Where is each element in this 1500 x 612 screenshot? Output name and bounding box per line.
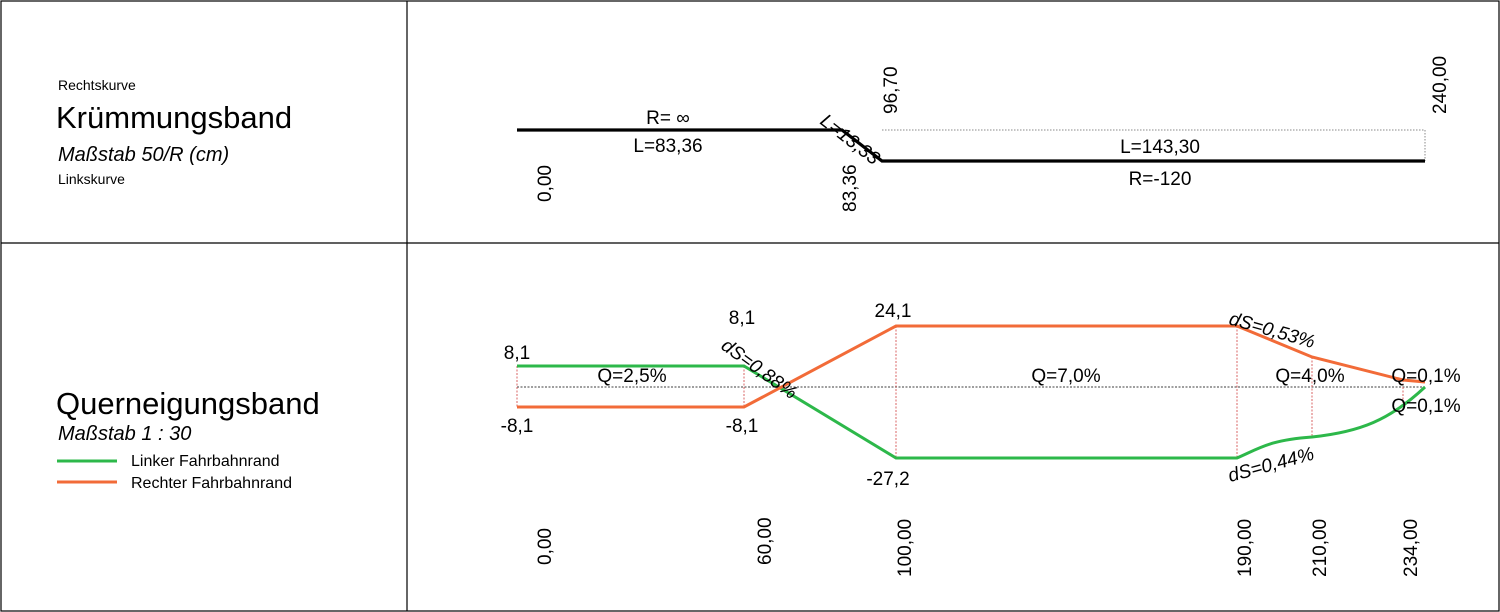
crossfall-band-title: Querneigungsband (56, 386, 320, 421)
segment1-radius: R= ∞ (646, 108, 690, 129)
legend-right-edge-label: Rechter Fahrbahnrand (131, 475, 292, 492)
curvature-station-1: 83,36 (840, 164, 861, 212)
crossfall-q4: Q=0,1% (1391, 366, 1460, 387)
crossfall-station-210: 210,00 (1310, 519, 1331, 577)
crossfall-q3: Q=4,0% (1275, 366, 1344, 387)
curvature-station-2: 96,70 (881, 66, 902, 114)
curvature-diagram: R= ∞ L=83,36 L=13,33 L=143,30 R=-120 0,0… (517, 56, 1451, 212)
left-edge-value-60: -8,1 (726, 416, 759, 437)
left-edge-value-0: 8,1 (504, 343, 530, 364)
crossfall-scale: Maßstab 1 : 30 (58, 423, 191, 445)
crossfall-station-60: 60,00 (755, 517, 776, 565)
curvature-station-0: 0,00 (535, 165, 556, 202)
curvature-station-3: 240,00 (1430, 56, 1451, 114)
crossfall-q5: Q=0,1% (1391, 396, 1460, 417)
crossfall-station-190: 190,00 (1235, 519, 1256, 577)
curvature-band-title: Krümmungsband (56, 100, 292, 135)
crossfall-q2: Q=7,0% (1031, 366, 1100, 387)
right-curve-label: Rechtskurve (58, 77, 136, 93)
right-edge-value-60: 8,1 (729, 308, 755, 329)
right-edge-line (517, 324, 1426, 409)
crossfall-diagram: 8,1 -8,1 8,1 -8,1 24,1 -27,2 Q=2,5% Q=7,… (501, 301, 1461, 577)
crossfall-station-0: 0,00 (535, 528, 556, 565)
segment1-length: L=83,36 (633, 136, 702, 157)
left-curve-label: Linkskurve (58, 171, 125, 187)
left-edge-line (517, 364, 1427, 460)
right-edge-value-0: -8,1 (501, 416, 534, 437)
crossfall-q1: Q=2,5% (597, 366, 666, 387)
segment3-length: L=143,30 (1120, 137, 1200, 158)
crossfall-station-234: 234,00 (1401, 519, 1422, 577)
right-edge-value-100: 24,1 (875, 301, 912, 322)
curvature-line (517, 128, 1425, 163)
slope-change-3: dS=0,44% (1226, 444, 1317, 487)
segment2-length: L=13,33 (816, 110, 884, 169)
left-edge-value-100: -27,2 (866, 469, 909, 490)
legend-left-edge-label: Linker Fahrbahnrand (131, 453, 280, 470)
segment3-radius: R=-120 (1129, 169, 1192, 190)
curvature-scale: Maßstab 50/R (cm) (58, 144, 229, 166)
crossfall-station-100: 100,00 (895, 519, 916, 577)
slope-change-1: dS=0,88% (717, 335, 801, 404)
slope-change-2: dS=0,53% (1227, 309, 1318, 354)
